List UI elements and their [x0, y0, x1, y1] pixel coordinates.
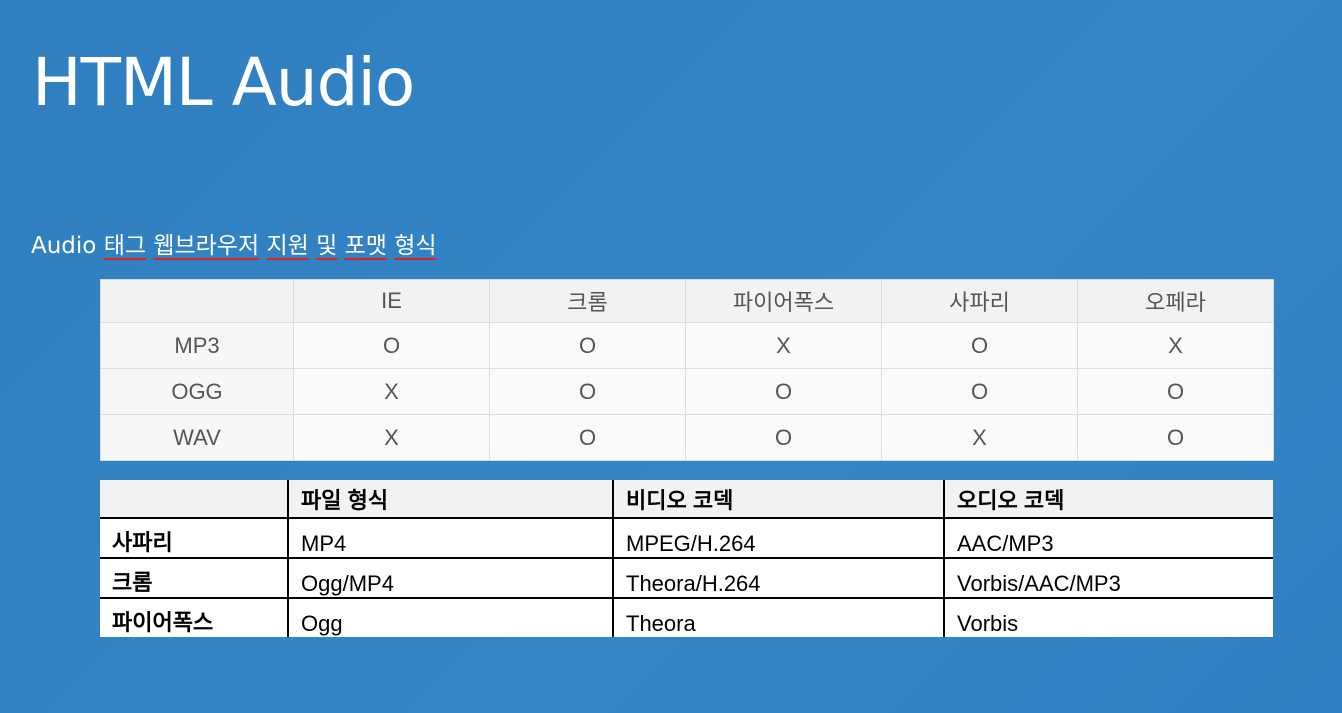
header-cell: 비디오 코덱 — [612, 480, 945, 519]
table-row: 사파리 MP4 MPEG/H.264 AAC/MP3 — [100, 517, 1273, 559]
table-header-row: IE 크롬 파이어폭스 사파리 오페라 — [100, 279, 1274, 323]
header-cell: 크롬 — [489, 279, 686, 323]
table-cell: O — [489, 322, 686, 369]
header-cell: 파일 형식 — [287, 480, 614, 519]
subtitle-word: 포맷 — [344, 233, 387, 259]
table-cell: X — [685, 322, 882, 369]
table-cell: Vorbis — [943, 597, 1273, 637]
subtitle-word: 및 — [316, 233, 338, 259]
table-cell: O — [293, 322, 490, 369]
header-cell: 파이어폭스 — [685, 279, 882, 323]
table-row: 파이어폭스 Ogg Theora Vorbis — [100, 597, 1273, 637]
table-cell: Ogg/MP4 — [287, 557, 614, 599]
table-cell: O — [489, 368, 686, 415]
table-cell: MP4 — [287, 517, 614, 559]
table-cell: AAC/MP3 — [943, 517, 1273, 559]
table-cell: X — [1077, 322, 1274, 369]
table-cell: O — [685, 368, 882, 415]
row-header: 사파리 — [100, 517, 289, 559]
table-cell: O — [685, 414, 882, 461]
header-cell: IE — [293, 279, 490, 323]
subtitle-word: 태그 — [103, 233, 147, 259]
table-row: WAV X O O X O — [100, 414, 1274, 461]
table-cell: O — [881, 368, 1078, 415]
slide-subtitle: Audio 태그 웹브라우저 지원 및 포맷 형식 — [31, 226, 437, 260]
table-cell: X — [881, 414, 1078, 461]
header-cell: 사파리 — [881, 279, 1078, 323]
table-row: OGG X O O O O — [100, 368, 1274, 415]
table-cell: O — [489, 414, 686, 461]
table-cell: O — [1077, 414, 1274, 461]
browser-support-table: IE 크롬 파이어폭스 사파리 오페라 MP3 O O X O X OGG X … — [100, 279, 1274, 461]
row-header: 크롬 — [100, 557, 289, 599]
header-cell: 오페라 — [1077, 279, 1274, 323]
header-cell: 오디오 코덱 — [943, 480, 1273, 519]
table-row: MP3 O O X O X — [100, 322, 1274, 369]
table-row: 크롬 Ogg/MP4 Theora/H.264 Vorbis/AAC/MP3 — [100, 557, 1273, 599]
header-cell — [100, 480, 289, 519]
table-cell: MPEG/H.264 — [612, 517, 945, 559]
table-cell: O — [881, 322, 1078, 369]
table-header-row: 파일 형식 비디오 코덱 오디오 코덱 — [100, 480, 1273, 519]
table-cell: Ogg — [287, 597, 614, 637]
table-cell: O — [1077, 368, 1274, 415]
subtitle-prefix: Audio — [31, 233, 97, 259]
table-cell: Theora/H.264 — [612, 557, 945, 599]
table-cell: X — [293, 368, 490, 415]
row-header: WAV — [100, 414, 294, 461]
slide-title: HTML Audio — [32, 44, 415, 121]
subtitle-word: 웹브라우저 — [153, 233, 260, 259]
row-header: MP3 — [100, 322, 294, 369]
table-cell: Theora — [612, 597, 945, 637]
row-header: OGG — [100, 368, 294, 415]
subtitle-word: 형식 — [394, 233, 437, 259]
table-cell: X — [293, 414, 490, 461]
subtitle-word: 지원 — [266, 233, 309, 259]
table-cell: Vorbis/AAC/MP3 — [943, 557, 1273, 599]
codec-table: 파일 형식 비디오 코덱 오디오 코덱 사파리 MP4 MPEG/H.264 A… — [100, 480, 1273, 637]
row-header: 파이어폭스 — [100, 597, 289, 637]
header-cell — [100, 279, 294, 323]
